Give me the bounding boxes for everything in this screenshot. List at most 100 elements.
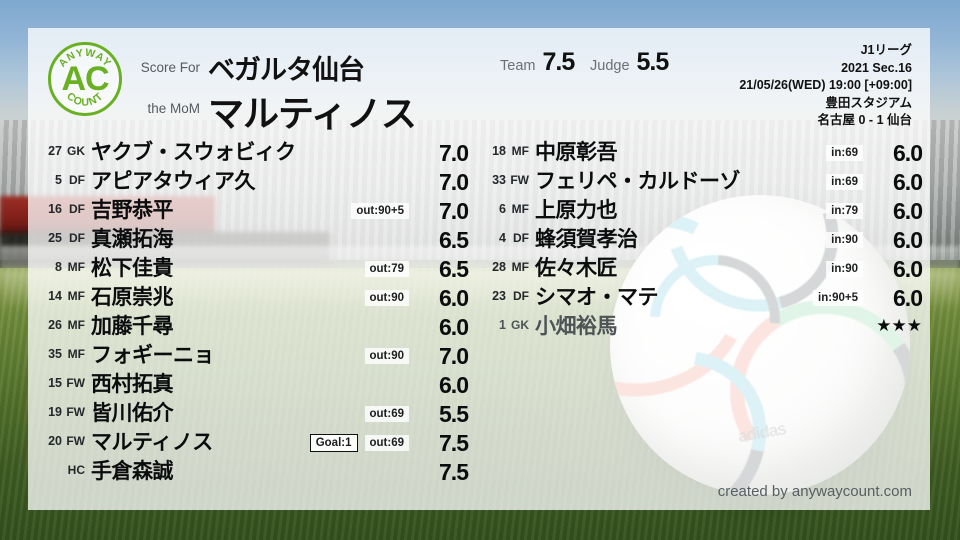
player-rating: 6.0 xyxy=(893,168,923,195)
player-badges: in:69 xyxy=(826,173,863,190)
player-number: 5 xyxy=(55,173,62,187)
judge-rating-label: Judge xyxy=(590,58,630,74)
player-number: 28 xyxy=(492,260,506,274)
player-number: 8 xyxy=(55,260,62,274)
player-badges: in:90 xyxy=(826,231,863,248)
player-position: FW xyxy=(66,434,85,448)
player-position: DF xyxy=(513,289,529,303)
player-rating: 6.0 xyxy=(893,255,923,282)
substitution-badge: in:79 xyxy=(826,202,863,219)
team-rating-value: 7.5 xyxy=(542,48,575,76)
player-rating: 6.0 xyxy=(439,284,469,311)
team-rating-group: Team 7.5 xyxy=(500,48,575,77)
player-badges: out:69 xyxy=(364,405,409,422)
player-rating: 7.0 xyxy=(439,342,469,369)
player-row[interactable]: 4 DF 蜂須賀孝治 in:90 6.0 xyxy=(480,225,923,254)
player-name: 皆川佑介 xyxy=(91,401,174,425)
player-position: MF xyxy=(511,202,529,216)
player-number: 1 xyxy=(499,318,506,332)
player-row[interactable]: 8 MF 松下佳貴 out:79 6.5 xyxy=(36,254,469,283)
venue-name: 豊田スタジアム xyxy=(825,95,912,110)
logo-initials: AC xyxy=(61,60,109,98)
player-number: 26 xyxy=(48,318,62,332)
player-row[interactable]: 33 FW フェリペ・カルドーゾ in:69 6.0 xyxy=(480,167,923,196)
player-number: 27 xyxy=(48,144,62,158)
player-row[interactable]: 19 FW 皆川佑介 out:69 5.5 xyxy=(36,399,469,428)
player-badges: in:90+5 xyxy=(813,289,863,306)
player-rating: 7.0 xyxy=(439,197,469,224)
player-row[interactable]: 15 FW 西村拓真 6.0 xyxy=(36,370,469,399)
player-position: MF xyxy=(511,260,529,274)
player-name: 西村拓真 xyxy=(91,372,174,396)
player-badges: out:90 xyxy=(364,289,409,306)
substitution-badge: in:90 xyxy=(826,260,863,277)
substitution-badge: out:69 xyxy=(364,405,409,422)
player-row[interactable]: 35 MF フォギーニョ out:90 7.0 xyxy=(36,341,469,370)
substitution-badge: in:90 xyxy=(826,231,863,248)
player-row[interactable]: 26 MF 加藤千尋 6.0 xyxy=(36,312,469,341)
credit-text: created by anywaycount.com xyxy=(717,483,912,500)
player-name: 小畑裕馬 xyxy=(535,314,618,338)
substitution-badge: in:90+5 xyxy=(813,289,863,306)
substitution-badge: out:90 xyxy=(364,289,409,306)
match-result: 名古屋 0 - 1 仙台 xyxy=(817,113,912,127)
player-row[interactable]: 25 DF 真瀬拓海 6.5 xyxy=(36,225,469,254)
player-position: FW xyxy=(66,376,85,390)
substitution-badge: out:90 xyxy=(364,347,409,364)
player-rating: 7.5 xyxy=(439,458,469,485)
player-name: 加藤千尋 xyxy=(91,314,174,338)
player-number: 6 xyxy=(499,202,506,216)
player-row[interactable]: HC 手倉森誠 7.5 xyxy=(36,457,469,486)
player-row[interactable]: 28 MF 佐々木匠 in:90 6.0 xyxy=(480,254,923,283)
player-badges: in:90 xyxy=(826,260,863,277)
player-position: MF xyxy=(511,144,529,158)
league-name: J1リーグ xyxy=(860,43,912,57)
player-number: 25 xyxy=(48,231,62,245)
player-name: 石原崇兆 xyxy=(91,285,174,309)
substitutes-list: 18 MF 中原彰吾 in:69 6.0 33 FW フェリペ・カルドーゾ in:69 6.0 6 M… xyxy=(480,138,923,341)
player-name: 中原彰吾 xyxy=(535,140,618,164)
scorecard-panel: ANYWAY COUNT AC Score For ベガルタ仙台 the MoM… xyxy=(28,28,930,510)
player-number: 20 xyxy=(48,434,62,448)
player-name: 上原力也 xyxy=(535,198,618,222)
player-row[interactable]: 18 MF 中原彰吾 in:69 6.0 xyxy=(480,138,923,167)
player-position: MF xyxy=(67,260,85,274)
player-rating: 7.0 xyxy=(439,139,469,166)
player-row[interactable]: 14 MF 石原崇兆 out:90 6.0 xyxy=(36,283,469,312)
logo-arc-text: ANYWAY COUNT xyxy=(56,47,112,109)
player-position: GK xyxy=(511,318,529,332)
player-row[interactable]: 27 GK ヤクブ・スウォビィク 7.0 xyxy=(36,138,469,167)
player-position: FW xyxy=(510,173,529,187)
player-badges: in:69 xyxy=(826,144,863,161)
player-position: MF xyxy=(67,347,85,361)
player-row[interactable]: 6 MF 上原力也 in:79 6.0 xyxy=(480,196,923,225)
player-name: 吉野恭平 xyxy=(91,198,174,222)
player-number: 33 xyxy=(492,173,506,187)
player-rating: 6.5 xyxy=(439,255,469,282)
player-row[interactable]: 1 GK 小畑裕馬 ★★★ xyxy=(480,312,922,341)
player-number: 4 xyxy=(499,231,506,245)
match-info-block: J1リーグ 2021 Sec.16 21/05/26(WED) 19:00 [+… xyxy=(739,42,912,130)
player-number: 15 xyxy=(48,376,62,390)
player-position: DF xyxy=(513,231,529,245)
player-number xyxy=(36,470,62,473)
player-position: GK xyxy=(67,144,85,158)
judge-rating-group: Judge 5.5 xyxy=(590,48,669,77)
team-name: ベガルタ仙台 xyxy=(208,55,365,85)
player-row[interactable]: 16 DF 吉野恭平 out:90+5 7.0 xyxy=(36,196,469,225)
player-row[interactable]: 20 FW マルティノス Goal:1 out:69 7.5 xyxy=(36,428,469,457)
player-position: MF xyxy=(67,289,85,303)
player-position: DF xyxy=(69,231,85,245)
player-row[interactable]: 5 DF アピアタウィア久 7.0 xyxy=(36,167,469,196)
player-badges: Goal:1 out:69 xyxy=(309,433,409,452)
player-position: HC xyxy=(67,463,85,477)
player-name: マルティノス xyxy=(91,430,213,454)
player-rating-unrated: ★★★ xyxy=(876,315,922,335)
svg-text:COUNT: COUNT xyxy=(64,90,106,109)
player-number: 23 xyxy=(492,289,506,303)
player-row[interactable]: 23 DF シマオ・マテ in:90+5 6.0 xyxy=(480,283,923,312)
substitution-badge: out:69 xyxy=(364,434,409,451)
player-badges: out:90 xyxy=(364,347,409,364)
substitution-badge: out:90+5 xyxy=(351,202,409,219)
